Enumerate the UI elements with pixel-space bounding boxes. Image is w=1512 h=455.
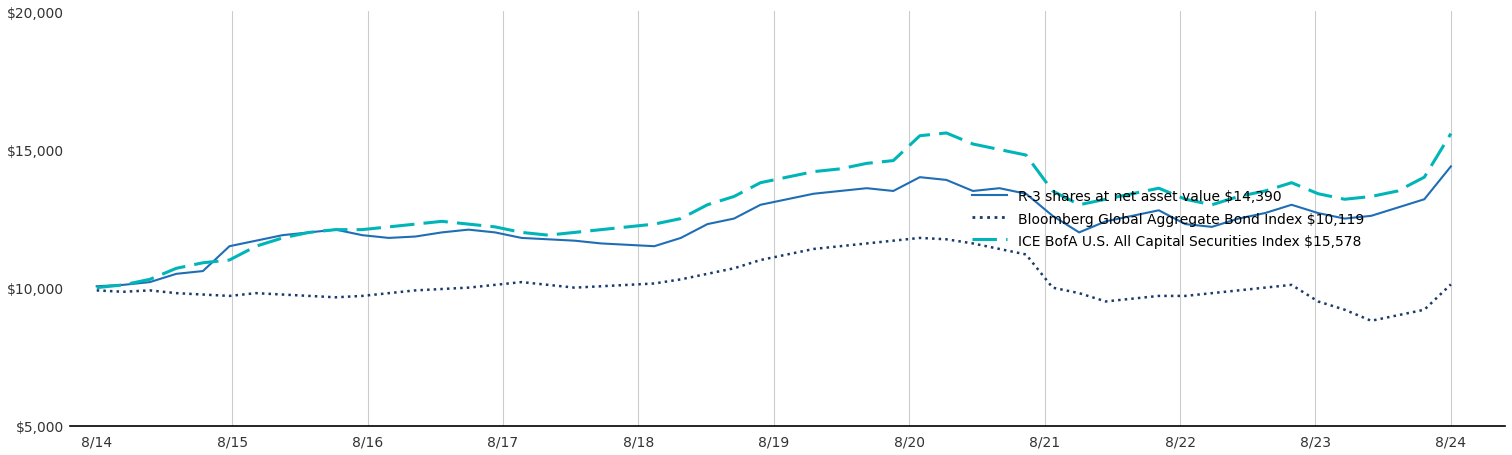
Bloomberg Global Aggregate Bond Index $10,119: [1362, 318, 1380, 324]
Bloomberg Global Aggregate Bond Index $10,119: [194, 292, 212, 298]
Line: R-3 shares at net asset value $14,390: R-3 shares at net asset value $14,390: [97, 167, 1452, 287]
ICE BofA U.S. All Capital Securities Index $15,578: [1442, 131, 1461, 137]
R-3 shares at net asset value $14,390: [910, 175, 928, 181]
R-3 shares at net asset value $14,390: [565, 238, 584, 244]
Bloomberg Global Aggregate Bond Index $10,119: [88, 288, 106, 293]
ICE BofA U.S. All Capital Securities Index $15,578: [724, 194, 742, 200]
ICE BofA U.S. All Capital Securities Index $15,578: [88, 285, 106, 291]
ICE BofA U.S. All Capital Securities Index $15,578: [1362, 194, 1380, 200]
Bloomberg Global Aggregate Bond Index $10,119: [990, 247, 1009, 252]
Bloomberg Global Aggregate Bond Index $10,119: [1442, 282, 1461, 288]
R-3 shares at net asset value $14,390: [194, 269, 212, 274]
Bloomberg Global Aggregate Bond Index $10,119: [565, 285, 584, 291]
R-3 shares at net asset value $14,390: [1442, 164, 1461, 170]
R-3 shares at net asset value $14,390: [1335, 217, 1353, 222]
R-3 shares at net asset value $14,390: [724, 217, 742, 222]
ICE BofA U.S. All Capital Securities Index $15,578: [910, 134, 928, 139]
Legend: R-3 shares at net asset value $14,390, Bloomberg Global Aggregate Bond Index $10: R-3 shares at net asset value $14,390, B…: [966, 184, 1370, 254]
ICE BofA U.S. All Capital Securities Index $15,578: [937, 131, 956, 136]
Bloomberg Global Aggregate Bond Index $10,119: [937, 237, 956, 243]
ICE BofA U.S. All Capital Securities Index $15,578: [565, 230, 584, 236]
Bloomberg Global Aggregate Bond Index $10,119: [910, 236, 928, 241]
Bloomberg Global Aggregate Bond Index $10,119: [804, 247, 823, 252]
Line: ICE BofA U.S. All Capital Securities Index $15,578: ICE BofA U.S. All Capital Securities Ind…: [97, 134, 1452, 288]
R-3 shares at net asset value $14,390: [88, 284, 106, 289]
ICE BofA U.S. All Capital Securities Index $15,578: [194, 260, 212, 266]
ICE BofA U.S. All Capital Securities Index $15,578: [990, 147, 1009, 153]
Line: Bloomberg Global Aggregate Bond Index $10,119: Bloomberg Global Aggregate Bond Index $1…: [97, 238, 1452, 321]
R-3 shares at net asset value $14,390: [963, 189, 981, 194]
Bloomberg Global Aggregate Bond Index $10,119: [724, 266, 742, 272]
